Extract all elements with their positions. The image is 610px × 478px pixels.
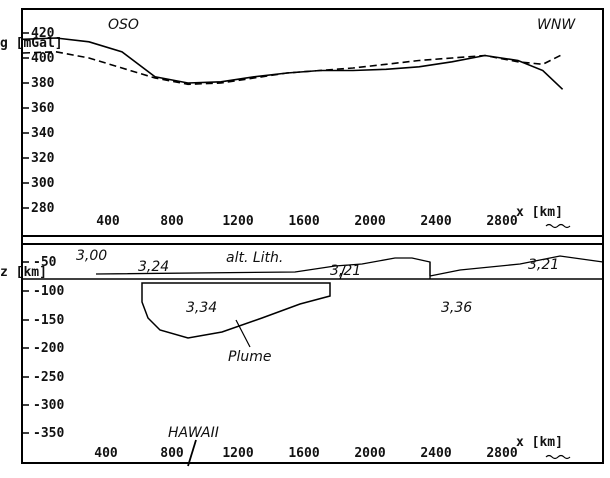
- lithosphere-block-edge: [339, 265, 346, 280]
- model-x-tick-label: 1200: [222, 446, 253, 461]
- model-y-axis-label: z [km]: [0, 265, 47, 280]
- model-x-ticks: 400 800 1200 1600 2000 2400 2800: [94, 446, 518, 461]
- plume-leader-line: [235, 319, 251, 348]
- model-x-tick-label: 1600: [288, 446, 319, 461]
- density-label-top: 3,00: [76, 248, 107, 264]
- gravity-y-ticks: 420 400 380 360 340 320 300 280: [22, 26, 55, 216]
- model-x-tick-label: 2000: [354, 446, 385, 461]
- gravity-x-tick-label: 2400: [420, 214, 451, 229]
- model-y-tick-label: -100: [33, 284, 64, 299]
- plume-label: Plume: [228, 349, 271, 365]
- gravity-y-tick: 340: [22, 126, 55, 141]
- model-y-tick: -100: [22, 284, 64, 299]
- model-y-tick-label: -300: [33, 398, 64, 413]
- corner-label-wnw: WNW: [537, 17, 576, 33]
- density-label-mid: 3,21: [330, 263, 361, 279]
- gravity-y-tick-label: 420: [31, 26, 55, 41]
- density-label-right: 3,21: [528, 257, 559, 273]
- gravity-x-tick-label: 800: [160, 214, 184, 229]
- model-y-tick: -250: [22, 370, 64, 385]
- gravity-panel: OSO WNW g [mGal] 420 400 380 360 340 320…: [0, 17, 576, 229]
- gravity-x-ticks: 400 800 1200 1600 2000 2400 2800: [96, 214, 518, 229]
- gravity-y-tick: 320: [22, 151, 55, 166]
- gravity-y-tick-label: 320: [31, 151, 55, 166]
- gravity-y-tick: 300: [22, 176, 55, 191]
- model-y-tick-label: -350: [33, 426, 64, 441]
- gravity-x-tick-label: 400: [96, 214, 120, 229]
- hawaii-label: HAWAII: [168, 425, 219, 441]
- model-y-tick: -350: [22, 426, 64, 441]
- model-y-tick-label: -150: [33, 313, 64, 328]
- gravity-y-tick-label: 400: [31, 51, 55, 66]
- model-x-axis-label: x [km]: [516, 435, 563, 450]
- corner-label-oso: OSO: [108, 17, 139, 33]
- gravity-y-tick-label: 360: [31, 101, 55, 116]
- model-x-tick-label: 800: [160, 446, 184, 461]
- gravity-y-axis-label: g [mGal]: [0, 36, 63, 51]
- gravity-curve-dashed: [22, 50, 563, 86]
- gravity-y-tick-label: 280: [31, 201, 55, 216]
- hawaii-marker: [187, 439, 197, 467]
- gravity-y-tick-label: 300: [31, 176, 55, 191]
- model-y-tick: -300: [22, 398, 64, 413]
- gravity-x-tick-label: 2000: [354, 214, 385, 229]
- model-panel: z [km] -50 -100 -150 -200 -250 -300 -350…: [0, 248, 604, 467]
- model-y-tick-label: -250: [33, 370, 64, 385]
- density-label-plume: 3,34: [186, 300, 217, 316]
- gravity-y-tick: 280: [22, 201, 55, 216]
- model-y-tick-label: -200: [33, 341, 64, 356]
- model-y-tick: -50: [22, 255, 57, 270]
- gravity-curve-solid: [22, 37, 564, 90]
- gravity-x-tick-label: 1200: [222, 214, 253, 229]
- model-y-tick: -200: [22, 341, 64, 356]
- gravity-y-tick: 380: [22, 76, 55, 91]
- gravity-x-tick-label: 2800: [486, 214, 517, 229]
- gravity-y-tick-label: 380: [31, 76, 55, 91]
- gravity-y-tick-label: 340: [31, 126, 55, 141]
- model-y-tick-label: -50: [33, 255, 57, 270]
- lithosphere-layer-boundary: [95, 257, 431, 276]
- model-y-ticks: -50 -100 -150 -200 -250 -300 -350: [22, 255, 64, 441]
- model-x-label-underline: [545, 454, 571, 460]
- plume-body: [141, 282, 331, 339]
- density-label-mantle: 3,36: [441, 300, 472, 316]
- model-x-tick-label: 2800: [486, 446, 517, 461]
- gravity-x-axis-label: x [km]: [516, 205, 563, 220]
- model-x-tick-label: 2400: [420, 446, 451, 461]
- gravity-x-tick-label: 1600: [288, 214, 319, 229]
- density-label-lithosphere: 3,24: [138, 259, 169, 275]
- gravity-y-tick: 360: [22, 101, 55, 116]
- gravity-y-tick: 400: [22, 51, 55, 66]
- gravity-y-tick: 420: [22, 26, 55, 41]
- lithosphere-layer-boundary-right: [429, 255, 604, 277]
- gravity-x-label-underline: [545, 223, 571, 229]
- model-x-tick-label: 400: [94, 446, 118, 461]
- alt-lith-label: alt. Lith.: [226, 250, 283, 266]
- model-y-tick: -150: [22, 313, 64, 328]
